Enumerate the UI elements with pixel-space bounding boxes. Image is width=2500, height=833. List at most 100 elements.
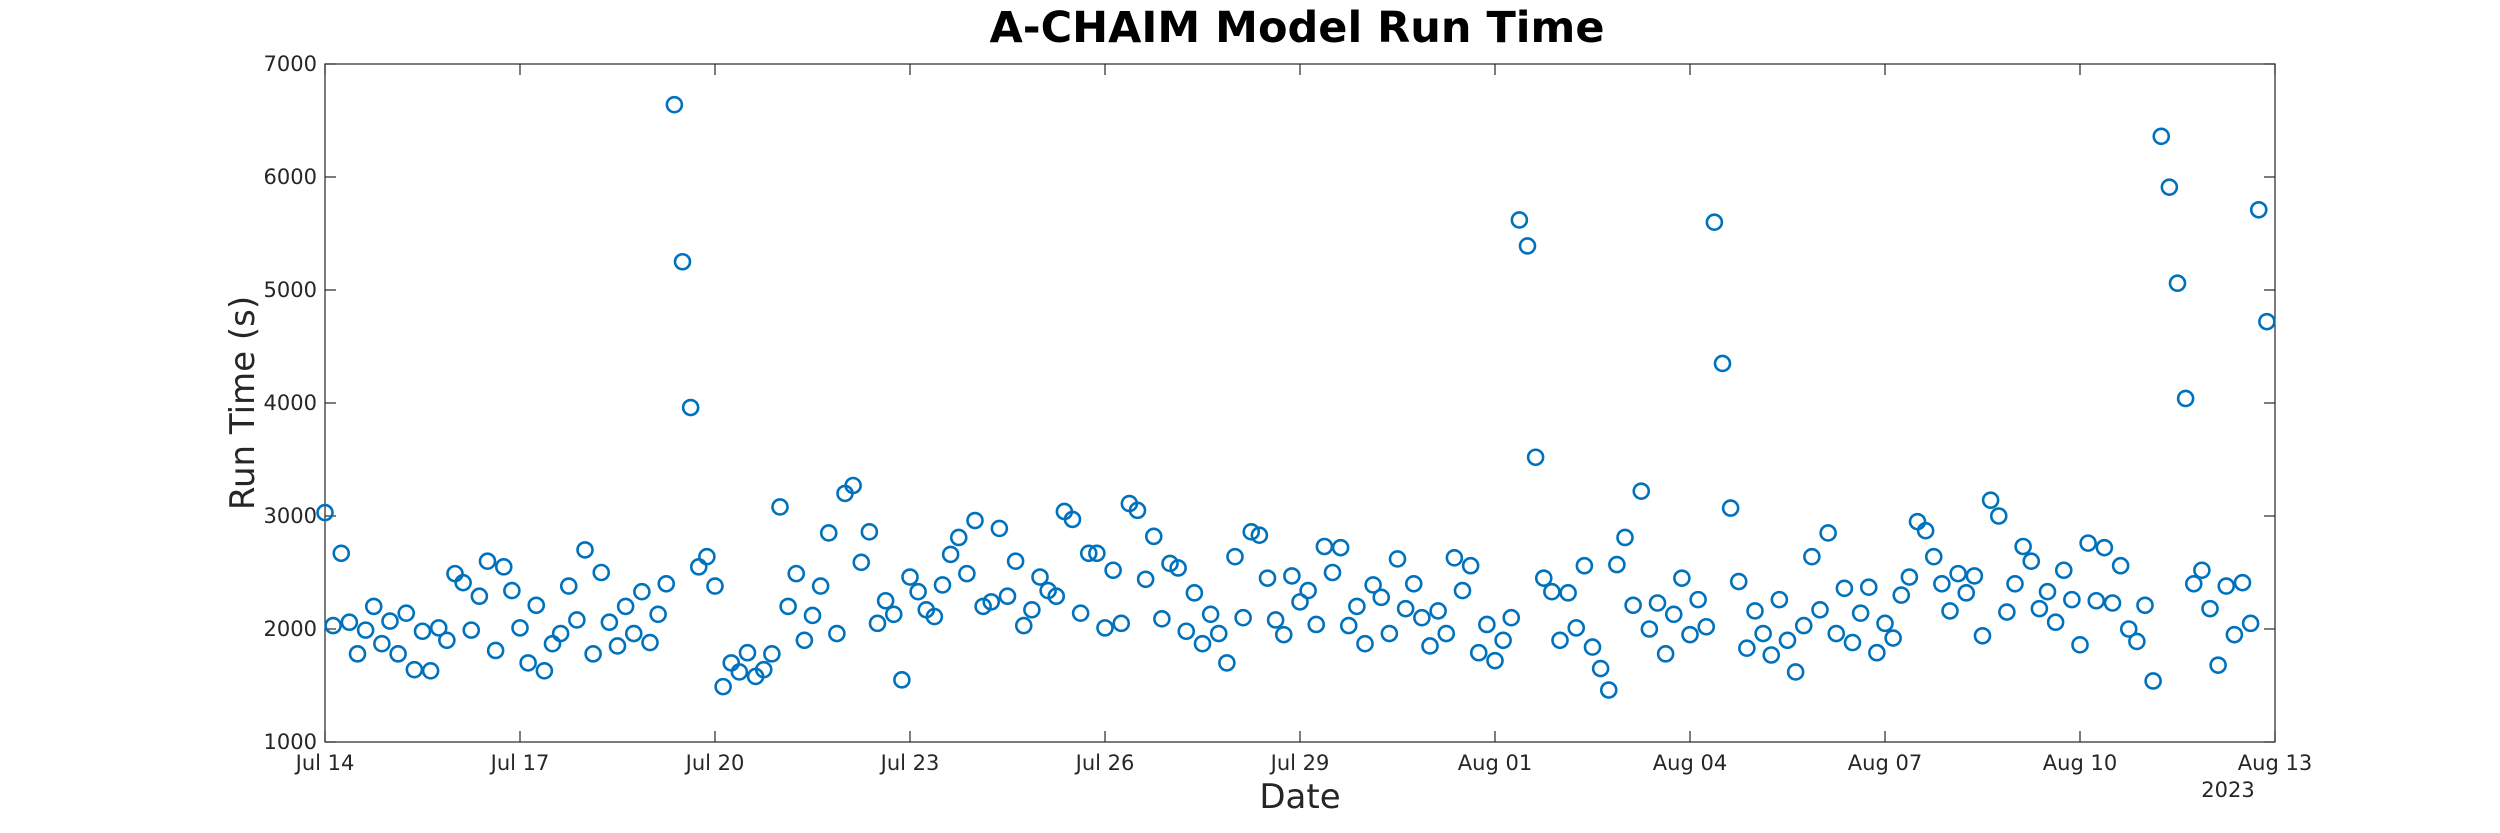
data-point <box>1957 584 1976 602</box>
data-points <box>316 95 2276 699</box>
data-point <box>901 568 919 586</box>
data-point <box>1169 559 1187 577</box>
x-tick-label: Aug 04 <box>1653 751 1727 775</box>
data-point <box>990 519 1009 538</box>
data-point <box>1713 354 1732 373</box>
data-point <box>2160 178 2179 196</box>
data-point <box>1778 631 1797 650</box>
data-point <box>356 621 375 639</box>
data-point <box>316 503 334 522</box>
data-point <box>1356 634 1374 653</box>
data-point <box>1876 614 1894 633</box>
data-point <box>1924 547 1943 566</box>
data-point <box>925 607 944 626</box>
data-point <box>1445 549 1464 567</box>
data-point <box>373 634 391 653</box>
data-point <box>486 641 505 660</box>
data-point <box>1941 602 1959 620</box>
data-point <box>1063 510 1082 529</box>
data-point <box>535 662 554 680</box>
data-point <box>1201 605 1220 624</box>
data-point <box>2249 200 2268 219</box>
data-point <box>1608 555 1626 574</box>
data-point <box>1729 572 1748 591</box>
data-point <box>1461 556 1480 575</box>
data-point <box>657 574 676 593</box>
data-point <box>1868 643 1886 662</box>
data-point <box>1819 524 1837 542</box>
data-point <box>1469 643 1488 662</box>
data-point <box>1226 547 1244 566</box>
data-point <box>811 577 830 595</box>
data-point <box>332 544 351 563</box>
data-point <box>1599 681 1618 699</box>
data-point <box>1096 619 1114 637</box>
data-point <box>1981 491 2000 509</box>
data-point <box>1031 568 1049 586</box>
data-point <box>2217 577 2236 595</box>
data-point <box>803 606 822 625</box>
data-point <box>787 564 806 583</box>
data-point <box>1413 608 1431 627</box>
data-point <box>340 613 359 632</box>
data-point <box>1014 616 1033 635</box>
data-point <box>1591 659 1610 678</box>
data-point <box>1892 586 1911 604</box>
data-point <box>592 563 611 582</box>
data-point <box>1494 631 1512 650</box>
data-point <box>2225 625 2244 644</box>
data-point <box>1047 587 1066 606</box>
data-point <box>1136 570 1155 589</box>
data-point <box>1640 620 1659 638</box>
data-point <box>1575 556 1594 575</box>
data-point <box>1079 544 1098 563</box>
data-point <box>730 663 749 681</box>
data-point <box>2022 552 2041 571</box>
data-point <box>1827 624 1846 643</box>
data-point <box>364 597 383 616</box>
data-point <box>2184 574 2203 593</box>
data-point <box>966 511 984 530</box>
data-point <box>1933 574 1951 593</box>
data-point <box>1900 568 1919 586</box>
data-point <box>754 660 773 679</box>
data-point <box>779 597 797 616</box>
data-point <box>771 498 789 516</box>
data-point <box>1453 581 1472 600</box>
data-point <box>2014 537 2032 556</box>
data-point <box>1404 574 1423 593</box>
data-point <box>389 645 407 663</box>
data-point <box>1266 611 1285 629</box>
data-point <box>470 587 489 606</box>
x-tick-label: Aug 13 <box>2238 751 2312 775</box>
data-point <box>1835 579 1854 598</box>
data-point <box>1949 564 1967 583</box>
data-point <box>1299 581 1317 600</box>
data-point <box>933 576 952 594</box>
data-point <box>2111 556 2130 575</box>
data-point <box>2209 656 2227 674</box>
data-point <box>1754 624 1772 643</box>
data-point <box>909 582 927 601</box>
data-point <box>1104 561 1122 580</box>
data-point <box>1339 616 1358 635</box>
data-point <box>2087 591 2106 610</box>
data-point <box>1510 211 1529 229</box>
data-point <box>462 621 481 639</box>
data-point <box>1023 600 1041 619</box>
data-point <box>2079 534 2097 552</box>
data-point <box>1998 603 2016 621</box>
x-tick-label: Jul 20 <box>684 751 745 775</box>
data-point <box>1283 567 1301 585</box>
x-tick-label: Jul 29 <box>1269 751 1330 775</box>
data-point <box>1851 604 1870 622</box>
y-axis-label: Run Time (s) <box>223 296 263 510</box>
data-point <box>1746 602 1764 620</box>
x-tick-label: Jul 26 <box>1074 751 1135 775</box>
data-point <box>819 524 838 542</box>
data-point <box>478 552 497 571</box>
data-point <box>852 553 871 572</box>
data-point <box>868 614 887 633</box>
data-point <box>641 633 659 652</box>
